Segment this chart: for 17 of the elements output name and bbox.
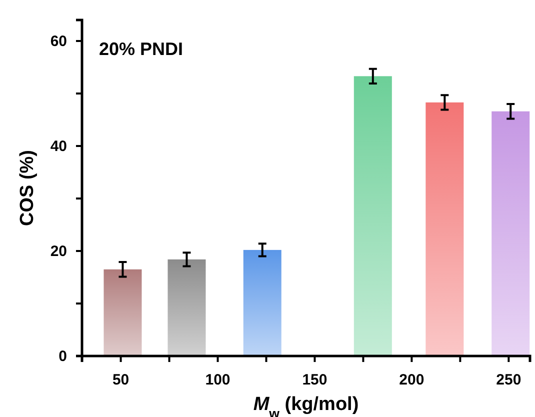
y-tick-label: 40: [50, 138, 67, 155]
bar: [426, 102, 464, 356]
x-tick-label: 100: [205, 372, 230, 388]
y-tick-label: 0: [58, 348, 67, 365]
bar: [168, 259, 206, 356]
bar: [104, 269, 142, 356]
y-tick-label: 20: [50, 242, 67, 260]
x-tick-label: 250: [496, 372, 522, 388]
x-tick-label: 150: [302, 372, 328, 388]
bar: [354, 76, 392, 356]
x-tick-label: 200: [399, 372, 424, 388]
bar: [243, 250, 282, 356]
bar: [492, 111, 530, 356]
x-tick-label: 50: [112, 372, 130, 388]
y-axis-title: COS (%): [17, 150, 38, 226]
annotation: 20% PNDI: [99, 39, 184, 59]
y-tick-label: 60: [50, 32, 67, 50]
